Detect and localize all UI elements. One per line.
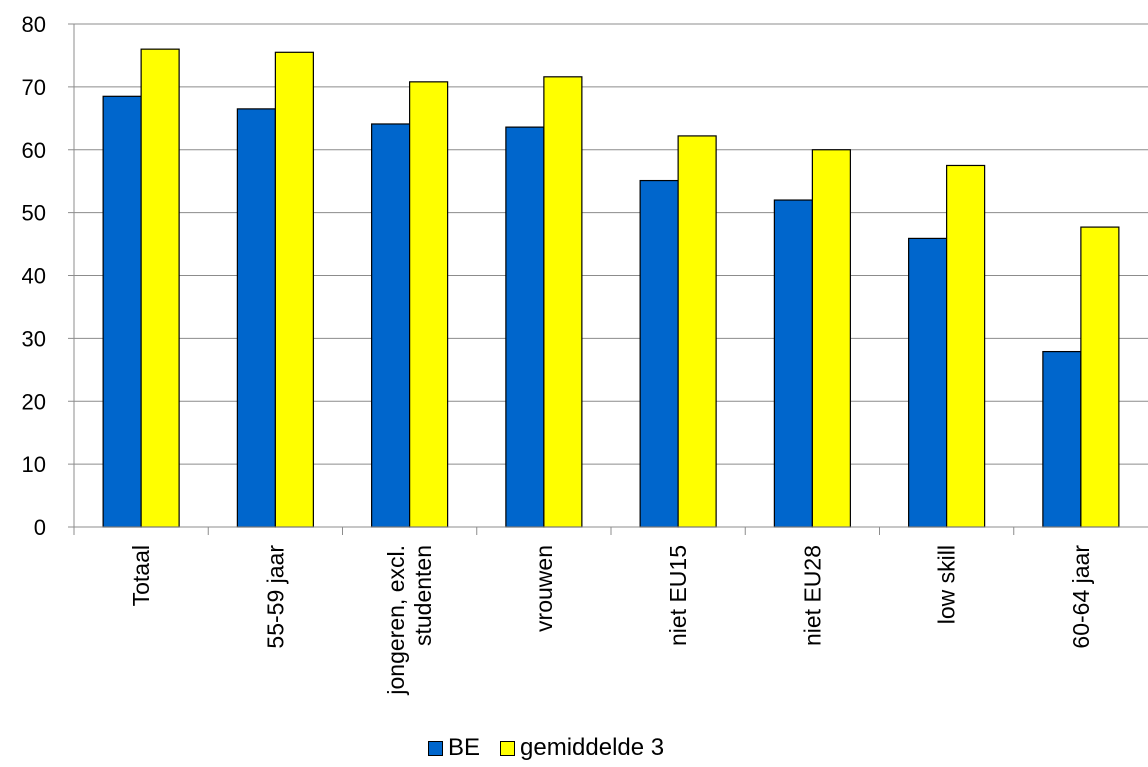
- bar-gemiddelde: [140, 48, 180, 528]
- y-tick-label: 80: [22, 12, 46, 37]
- legend-swatch-gemiddelde: [500, 740, 516, 756]
- bar-be: [908, 237, 948, 528]
- bar-gemiddelde: [1080, 226, 1120, 528]
- y-tick-label: 10: [22, 452, 46, 477]
- bar-gemiddelde: [543, 76, 583, 528]
- y-tick-label: 30: [22, 326, 46, 351]
- x-axis-labels: Totaal 55-59 jaar jongeren, excl. studenten…: [128, 545, 1094, 696]
- y-tick-label: 20: [22, 389, 46, 414]
- bar-be: [102, 95, 142, 528]
- y-tick-label: 60: [22, 138, 46, 163]
- legend-label-be: BE: [448, 734, 481, 761]
- y-tick-label: 50: [22, 201, 46, 226]
- y-axis-ticks: 0 10 20 30 40 50 60 70 80: [22, 12, 74, 540]
- axes: [73, 24, 1148, 535]
- x-category-label: niet EU15: [665, 545, 691, 646]
- legend-swatch-be: [428, 740, 443, 756]
- bar-gemiddelde: [811, 149, 851, 528]
- bar-gemiddelde: [677, 135, 717, 528]
- x-category-label: low skill: [934, 545, 960, 624]
- x-category-label: Totaal: [128, 545, 154, 606]
- y-tick-label: 0: [34, 515, 46, 540]
- bar-gemiddelde: [946, 164, 986, 528]
- legend-item-be: BE: [428, 734, 480, 762]
- y-tick-label: 40: [22, 264, 46, 289]
- legend: BE gemiddelde 3: [428, 734, 684, 762]
- x-category-label: studenten: [410, 545, 436, 646]
- bar-gemiddelde: [274, 51, 314, 528]
- bar-gemiddelde: [409, 81, 449, 528]
- x-category-label: jongeren, excl.: [383, 545, 409, 696]
- bar-be: [1042, 350, 1082, 528]
- legend-label-gemiddelde: gemiddelde 3: [520, 734, 665, 761]
- gridlines: [74, 23, 1148, 465]
- bar-be: [639, 179, 679, 528]
- bar-be: [505, 126, 545, 528]
- x-category-label: vrouwen: [531, 545, 557, 632]
- bar-be: [371, 123, 411, 528]
- x-category-label: 60-64 jaar: [1068, 545, 1094, 649]
- x-category-label: 55-59 jaar: [262, 545, 288, 649]
- bar-be: [773, 199, 813, 528]
- bars: [102, 48, 1120, 528]
- x-category-label: niet EU28: [799, 545, 825, 646]
- legend-item-gemiddelde: gemiddelde 3: [500, 734, 664, 762]
- y-tick-label: 70: [22, 75, 46, 100]
- bar-be: [236, 108, 276, 528]
